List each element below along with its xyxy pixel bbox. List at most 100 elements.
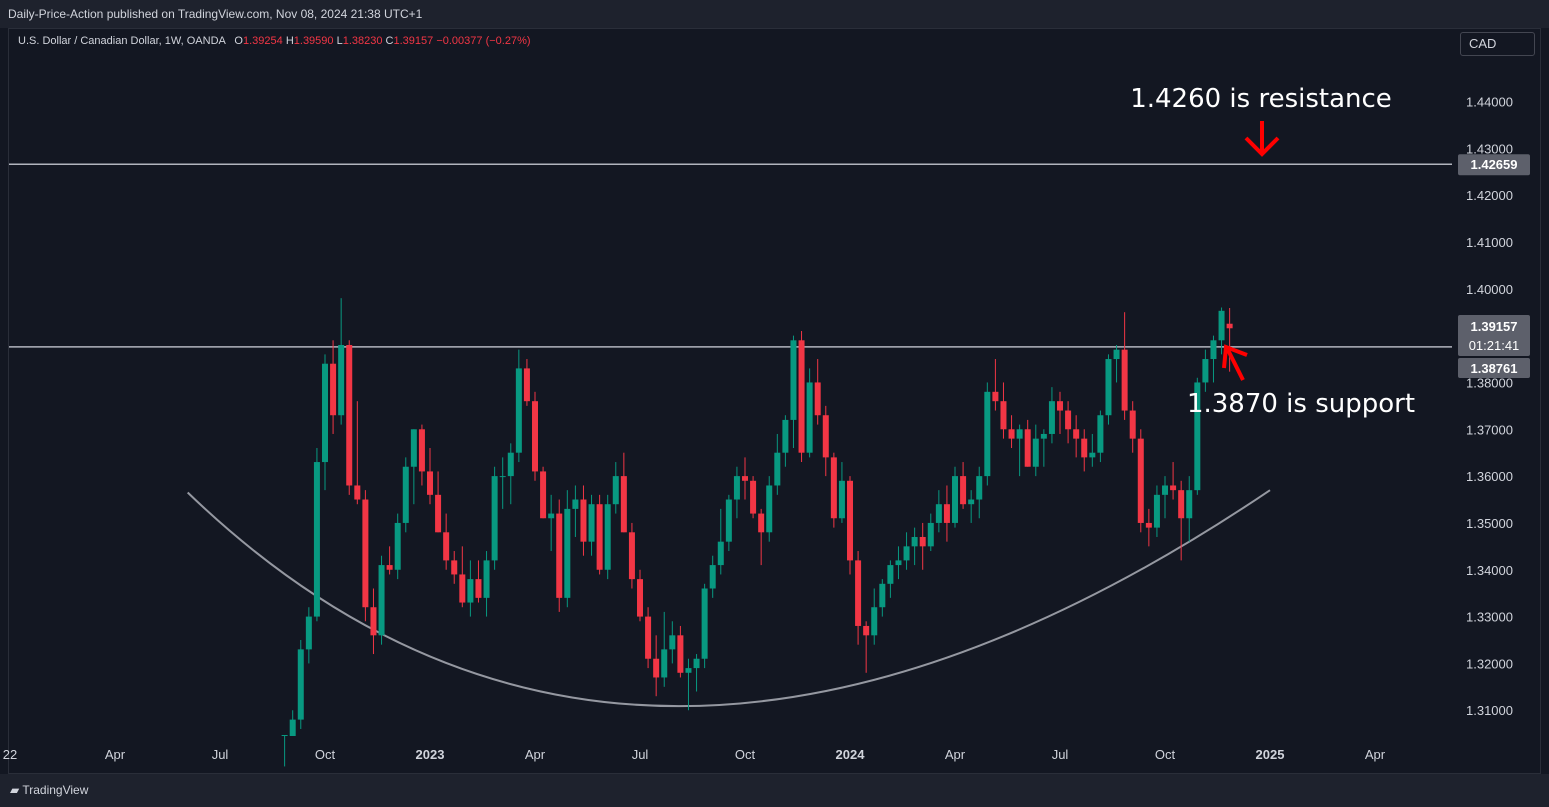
candle [523, 359, 530, 406]
candle-body [418, 429, 425, 472]
candle [709, 555, 716, 598]
candle [1226, 307, 1233, 372]
candle [952, 466, 959, 528]
candle [620, 452, 627, 533]
candle-body [410, 429, 417, 467]
candle-body [628, 532, 635, 580]
candle-body [661, 649, 668, 678]
candle [313, 448, 320, 622]
candle-body [1024, 429, 1031, 467]
x-tick-label: Oct [735, 747, 756, 762]
candle [976, 466, 983, 519]
candle-body [1048, 401, 1055, 434]
candle [992, 359, 999, 411]
ohlc-close: C1.39157 [385, 35, 434, 47]
x-tick-label: Jul [632, 747, 649, 762]
candle-body [806, 382, 813, 453]
candle-body [645, 616, 652, 659]
candle [733, 466, 740, 519]
y-tick-label: 1.34000 [1466, 563, 1513, 578]
candle-body [491, 476, 498, 561]
x-tick-label: Apr [525, 747, 546, 762]
chart-panel[interactable] [8, 28, 1541, 774]
candle-body [313, 462, 320, 617]
candle-body [653, 658, 660, 678]
candle-body [1178, 490, 1185, 519]
candle-body [758, 513, 765, 533]
candle [758, 508, 765, 566]
candle-body [637, 579, 644, 617]
candle [297, 640, 304, 729]
candle [1170, 462, 1177, 500]
symbol-name[interactable]: U.S. Dollar / Canadian Dollar, 1W, OANDA [18, 35, 226, 47]
candle-body [443, 532, 450, 561]
y-tick-label: 1.37000 [1466, 422, 1513, 437]
symbol-legend: U.S. Dollar / Canadian Dollar, 1W, OANDA… [18, 35, 531, 47]
candle-body [677, 635, 684, 673]
candle [717, 508, 724, 575]
candle [1162, 476, 1169, 519]
candle [871, 588, 878, 645]
candle-body [1186, 490, 1193, 519]
x-tick-label: Oct [1155, 747, 1176, 762]
candle-body [903, 546, 910, 561]
candle [895, 546, 902, 580]
candle-body [1218, 310, 1225, 341]
candle-body [895, 560, 902, 566]
candle-body [499, 476, 506, 478]
publish-line: Daily-Price-Action published on TradingV… [8, 7, 423, 21]
candle [1057, 391, 1064, 434]
candle [604, 494, 611, 580]
support-arrow-icon [1222, 344, 1248, 381]
support-annotation: 1.3870 is support [1187, 389, 1415, 419]
candle [742, 457, 749, 500]
candle-body [297, 649, 304, 720]
candle-body [766, 485, 773, 533]
candle-body [879, 583, 886, 608]
candle-body [943, 504, 950, 523]
candle-body [354, 485, 361, 500]
y-tick-label: 1.31000 [1466, 703, 1513, 718]
candle-body [871, 607, 878, 636]
publish-header: Daily-Price-Action published on TradingV… [0, 0, 1549, 28]
candle [402, 457, 409, 533]
candle [1048, 387, 1055, 444]
candle [1032, 424, 1039, 477]
candle-body [548, 513, 555, 519]
x-tick-label: Oct [315, 747, 336, 762]
candle-body [612, 476, 619, 505]
candle-body [1008, 429, 1015, 439]
candle [499, 457, 506, 509]
support-price-label: 1.38761 [1458, 358, 1530, 378]
candle [685, 658, 692, 711]
candle [418, 424, 425, 486]
candle [1186, 476, 1193, 542]
currency-button[interactable]: CAD [1460, 32, 1535, 56]
tradingview-logo[interactable]: ▰ TradingView [10, 774, 88, 807]
candle [766, 476, 773, 542]
candle [289, 710, 296, 736]
candle-body [281, 735, 288, 736]
candle [838, 462, 845, 523]
candle-body [370, 607, 377, 636]
candle-body [750, 480, 757, 514]
candle-body [580, 499, 587, 542]
candle-body [483, 560, 490, 598]
x-tick-label: 2024 [836, 747, 866, 762]
candle-body [378, 565, 385, 636]
resistance-arrow-icon [1244, 121, 1280, 157]
candle [1097, 410, 1104, 463]
candle-body [669, 635, 676, 650]
y-tick-label: 1.38000 [1466, 375, 1513, 390]
candle [669, 621, 676, 664]
candle-body [338, 344, 345, 416]
candle-body [435, 494, 442, 533]
candle-body [467, 579, 474, 603]
candle [1040, 429, 1047, 467]
candle-body [919, 536, 926, 547]
candle-body [1105, 359, 1112, 416]
candle [1081, 429, 1088, 472]
candle [701, 583, 708, 669]
candle-body [742, 476, 749, 481]
candle-body [1226, 323, 1233, 329]
